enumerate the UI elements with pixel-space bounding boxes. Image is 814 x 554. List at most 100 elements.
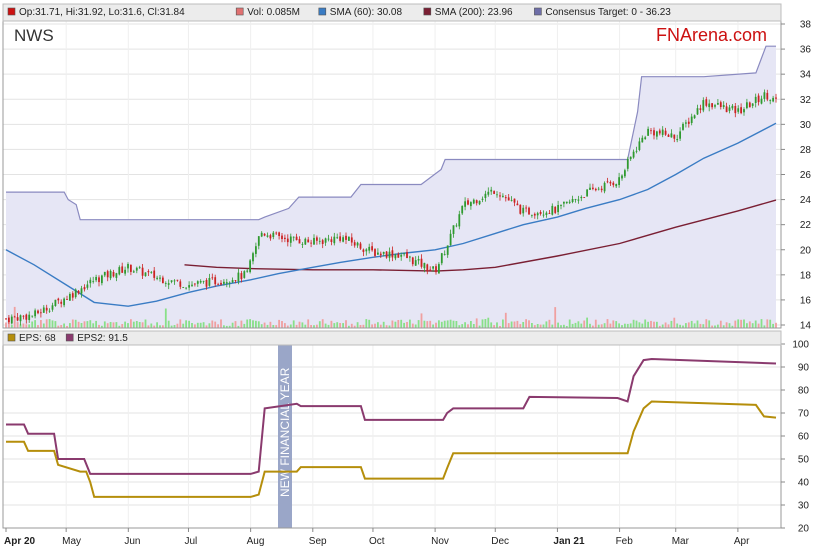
volume-bar [173,325,176,328]
candle-body [37,310,39,314]
candle-body [298,239,301,244]
candle-body [377,252,379,255]
volume-bar [478,325,481,328]
legend-label: Consensus Target: 0 - 36.23 [545,7,671,18]
candle-body [763,92,766,99]
volume-bar [661,324,664,328]
volume-bar [493,325,495,328]
candle-body [345,235,347,240]
price-tick-label: 22 [800,220,812,231]
candle-body [629,156,632,160]
candle-body [676,139,679,141]
volume-bar [458,325,461,328]
candle-body [301,244,304,245]
volume-bar [502,319,504,328]
candle-body [615,184,618,187]
candle-body [260,232,263,237]
eps2-line [6,357,777,475]
candle-body [31,315,34,317]
candle-body [40,312,42,314]
volume-bar [717,324,719,328]
volume-bar [740,319,742,328]
candle-body [199,281,202,283]
candle-body [409,256,411,258]
volume-bar [449,319,452,328]
volume-bar [263,322,266,328]
volume-bar [696,320,699,328]
volume-bar [324,323,327,328]
candle-body [77,290,80,294]
candle-body [626,159,629,169]
volume-bar [690,320,693,328]
candle-body [228,282,231,284]
volume-bar [13,306,16,328]
volume-bar [699,323,702,328]
candle-body [632,151,635,158]
volume-bar [54,321,57,328]
candle-body [757,95,760,103]
volume-bar [350,323,353,328]
candle-body [191,284,193,286]
candle-body [603,182,606,192]
volume-bar [685,323,687,328]
candle-body [751,103,754,106]
volume-bar [670,320,673,328]
candle-body [362,249,365,252]
volume-bar [734,320,737,328]
volume-bar [760,319,763,328]
candle-body [103,271,106,276]
candle-body [560,204,562,206]
candle-body [208,278,211,286]
eps-tick-label: 60 [798,432,810,443]
volume-bar [470,321,472,328]
volume-bar [179,319,182,328]
volume-bar [673,317,676,328]
legend-bottom: EPS: 68 EPS2: 91.5 [7,333,128,344]
candle-body [185,287,187,289]
candle-body [60,301,63,304]
volume-bar [321,319,324,328]
candle-body [760,98,763,104]
consensus-target-area [6,46,776,328]
volume-bar [638,322,641,328]
volume-bar [89,320,92,328]
volume-bar [656,321,658,328]
candle-body [170,280,173,282]
volume-bar [130,319,132,328]
volume-bar [452,320,455,328]
candle-body [722,105,725,107]
volume-bar [71,319,74,328]
candle-body [98,277,100,283]
volume-bar [243,323,246,328]
volume-bar [455,321,458,328]
candle-body [202,280,205,282]
volume-bar [48,319,51,328]
candle-body [92,281,95,282]
candle-body [196,281,199,284]
price-tick-label: 24 [800,195,812,206]
volume-bar [432,324,434,328]
volume-bar [531,323,533,328]
candle-body [330,239,333,242]
candle-body [365,249,368,252]
volume-bar [635,320,638,328]
candle-body [661,129,664,135]
candle-body [42,307,45,313]
legend-swatch [534,7,542,16]
volume-bar [475,318,478,328]
candle-body [379,253,382,256]
legend-swatch [7,7,16,16]
volume-bar [95,320,97,328]
volume-bar [371,324,373,328]
volume-bar [629,323,632,328]
volume-bar [301,322,304,328]
candle-body [374,249,376,256]
volume-bar [45,319,48,328]
candle-body [499,195,501,197]
volume-bar [63,323,65,328]
volume-bar [153,325,156,328]
volume-bar [516,320,519,328]
volume-bar [583,320,586,328]
volume-bar [132,321,135,328]
